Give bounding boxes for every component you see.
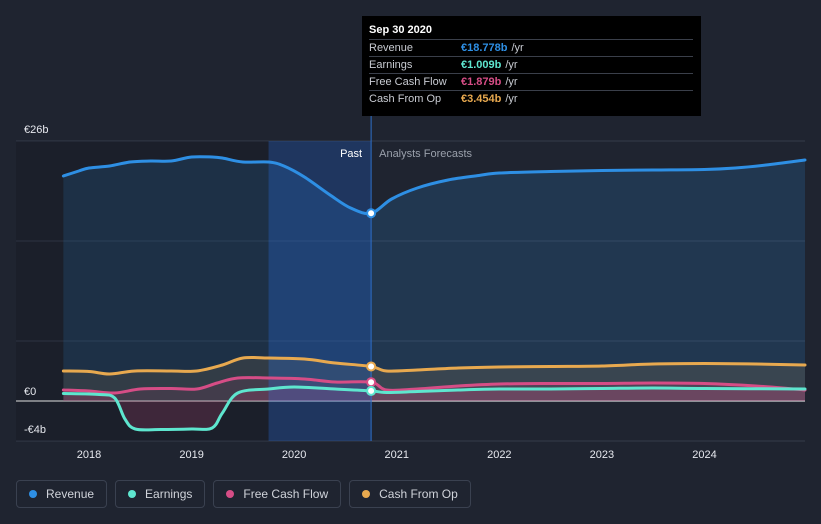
legend-dot-icon (362, 490, 371, 498)
forecast-label: Analysts Forecasts (379, 148, 472, 160)
x-tick-label: 2024 (692, 449, 716, 461)
legend-item-cash-from-op[interactable]: Cash From Op (349, 480, 471, 508)
series-line-free-cash-flow (61, 376, 807, 395)
series-markers (366, 208, 377, 396)
legend-label: Cash From Op (379, 487, 458, 501)
y-tick-label: -€4b (24, 424, 46, 436)
legend-label: Free Cash Flow (243, 487, 329, 501)
tooltip-row-earnings: Earnings €1.009b /yr (369, 56, 693, 73)
axis-labels: €26b €0 -€4b 2018 2019 2020 2021 2022 2023 2024 Pa… (24, 124, 717, 461)
tooltip-label: Earnings (369, 59, 413, 71)
marker-cash-from-op (366, 361, 377, 372)
x-tick-label: 2021 (385, 449, 409, 461)
legend-dot-icon (29, 490, 37, 498)
x-tick-label: 2023 (590, 449, 614, 461)
x-tick-label: 2018 (77, 449, 101, 461)
tooltip-row-revenue: Revenue €18.778b /yr (369, 39, 693, 56)
past-label: Past (340, 148, 362, 160)
legend-item-revenue[interactable]: Revenue (16, 480, 108, 508)
past-dim-region (16, 141, 269, 441)
series-lines (61, 155, 807, 432)
y-tick-label: €0 (24, 386, 36, 398)
tooltip-value: €18.778b (461, 42, 508, 54)
tooltip: Sep 30 2020 Revenue €18.778b /yr Earning… (362, 16, 701, 116)
legend-item-free-cash-flow[interactable]: Free Cash Flow (213, 480, 342, 508)
legend-dot-icon (226, 490, 235, 498)
tooltip-value: €1.879b (461, 76, 502, 88)
x-tick-label: 2020 (282, 449, 306, 461)
marker-revenue (366, 208, 377, 219)
marker-free-cash-flow (366, 377, 377, 388)
tooltip-label: Cash From Op (369, 93, 442, 105)
series-line-revenue (61, 155, 807, 216)
tooltip-unit: /yr (505, 76, 518, 88)
legend-label: Earnings (145, 487, 193, 501)
tooltip-value: €1.009b (461, 59, 502, 71)
past-shading (16, 16, 372, 441)
tooltip-unit: /yr (511, 42, 524, 54)
tooltip-label: Revenue (369, 42, 414, 54)
y-tick-label: €26b (24, 124, 48, 136)
tooltip-row-cash-from-op: Cash From Op €3.454b /yr (369, 90, 693, 107)
tooltip-date: Sep 30 2020 (369, 24, 432, 36)
series-line-earnings (61, 385, 807, 432)
tooltip-row-free-cash-flow: Free Cash Flow €1.879b /yr (369, 73, 693, 90)
marker-earnings (366, 385, 377, 396)
x-tick-label: 2019 (179, 449, 203, 461)
tooltip-unit: /yr (505, 59, 518, 71)
tooltip-value: €3.454b (461, 93, 502, 105)
legend-label: Revenue (46, 487, 95, 501)
tooltip-unit: /yr (505, 93, 518, 105)
tooltip-label: Free Cash Flow (369, 76, 447, 88)
legend: Revenue Earnings Free Cash Flow Cash Fro… (16, 480, 471, 508)
revenue-area (63, 156, 806, 401)
legend-dot-icon (128, 490, 137, 498)
earnings-area (63, 387, 806, 430)
grid-lines (16, 140, 805, 442)
legend-item-earnings[interactable]: Earnings (115, 480, 206, 508)
series-line-cash-from-op (61, 355, 807, 376)
x-tick-label: 2022 (487, 449, 511, 461)
